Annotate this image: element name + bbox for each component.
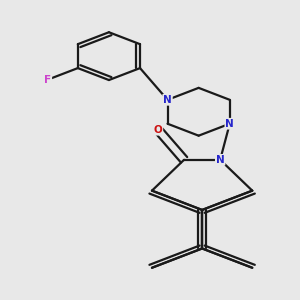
Text: N: N [216,155,224,165]
Text: O: O [154,125,162,135]
Text: N: N [225,119,234,129]
Text: F: F [44,75,51,85]
Text: N: N [163,95,172,105]
